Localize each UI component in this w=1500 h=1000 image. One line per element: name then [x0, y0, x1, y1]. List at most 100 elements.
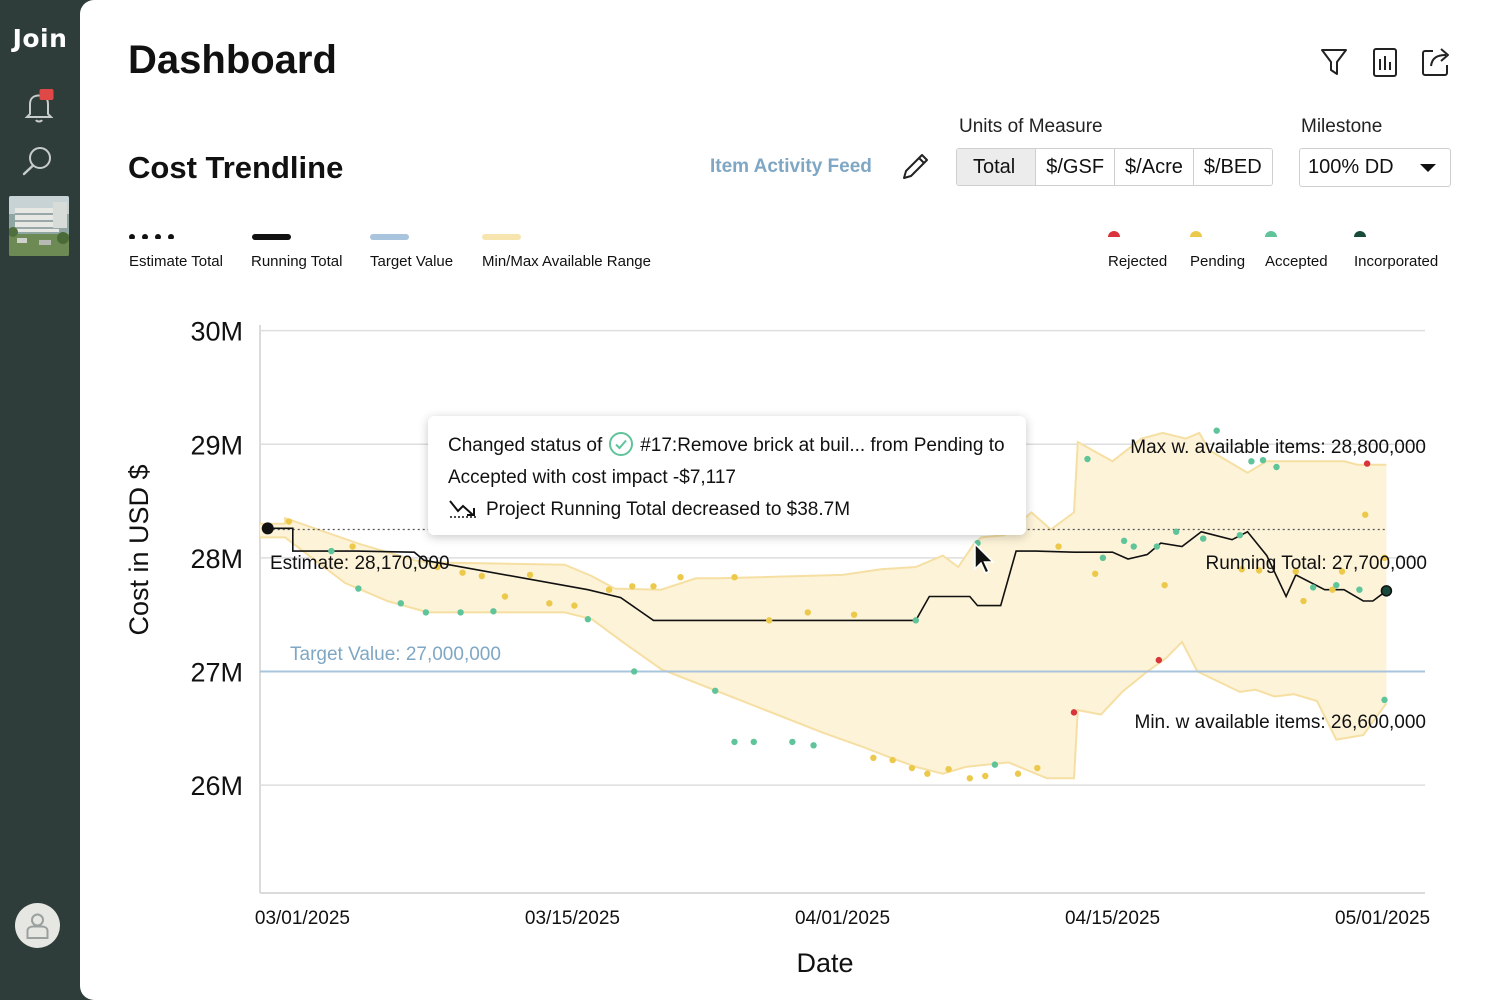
filter-icon[interactable]	[1317, 45, 1351, 79]
accepted-point	[810, 742, 817, 749]
accepted-point	[1130, 543, 1137, 550]
pending-point	[1055, 543, 1062, 550]
item-activity-feed-link[interactable]: Item Activity Feed	[710, 156, 872, 177]
rejected-point	[1070, 709, 1078, 716]
y-tick-label: 29M	[190, 430, 243, 460]
min-max-range-band	[260, 432, 1387, 779]
tooltip-running-total: Project Running Total decreased to $38.7…	[486, 499, 851, 520]
pending-point	[1034, 764, 1041, 772]
accepted-point	[912, 617, 919, 624]
unit-option-gsf[interactable]: $/GSF	[1036, 149, 1116, 185]
tooltip-prefix: Changed status of	[448, 435, 603, 456]
app-logo[interactable]: Join	[12, 24, 68, 53]
pending-point	[966, 775, 974, 782]
section-title: Cost Trendline	[128, 150, 344, 185]
y-tick-label: 26M	[190, 771, 243, 801]
milestone-select[interactable]: 100% DD	[1299, 148, 1451, 187]
accepted-point	[991, 761, 999, 768]
accepted-point	[1259, 456, 1267, 464]
pending-point	[889, 756, 896, 764]
y-tick-label: 30M	[190, 317, 243, 347]
pending-point	[924, 770, 931, 777]
running-total-line	[267, 527, 1387, 622]
pending-point	[945, 765, 952, 773]
x-tick-label: 05/01/2025	[1335, 908, 1430, 929]
pending-point	[1292, 568, 1299, 575]
x-tick-label: 03/15/2025	[525, 908, 620, 929]
accepted-point	[422, 609, 430, 616]
pending-point	[459, 569, 466, 576]
project-thumbnail[interactable]	[9, 196, 69, 256]
tooltip-item: #17:Remove brick at buil... from Pending…	[640, 435, 1005, 456]
x-axis-title: Date	[796, 948, 853, 978]
legend-label: Target Value	[370, 253, 454, 270]
pending-point	[1338, 568, 1346, 575]
accepted-point	[1120, 537, 1128, 545]
unit-option-bed[interactable]: $/BED	[1193, 149, 1272, 185]
pending-point	[1329, 586, 1336, 593]
report-icon[interactable]	[1368, 45, 1402, 79]
accepted-point	[1273, 463, 1280, 471]
pending-point	[850, 611, 858, 618]
cost-trendline-chart[interactable]: 26M 27M 28M 29M 30M 03/01/2025 03/15/2025 04/01…	[80, 0, 1500, 1000]
accepted-point	[490, 608, 497, 615]
pending-point	[650, 583, 657, 590]
accepted-point	[1356, 586, 1363, 593]
edit-pencil-icon[interactable]	[898, 150, 932, 184]
accepted-point	[457, 609, 464, 616]
accepted-point	[1248, 458, 1255, 465]
pending-point	[1381, 554, 1388, 562]
mouse-cursor-icon	[974, 542, 995, 574]
search-icon[interactable]	[20, 141, 58, 179]
accepted-point	[1199, 535, 1207, 542]
max-annotation: Max w. available items: 28,800,000	[1130, 437, 1426, 458]
legend-incorporated-dot	[1354, 231, 1366, 237]
pending-point	[546, 600, 553, 607]
legend-label: Min/Max Available Range	[482, 253, 651, 270]
legend-dotted-swatch	[129, 234, 174, 239]
pending-point	[349, 543, 356, 550]
pending-point	[1091, 570, 1099, 577]
bell-icon[interactable]	[20, 87, 58, 125]
sidebar: Join	[0, 0, 80, 1000]
milestone-value: 100% DD	[1308, 156, 1394, 178]
main-panel: Dashboard Cost Trendline Item Activity F…	[80, 0, 1500, 1000]
accepted-point	[731, 738, 738, 746]
accepted-point	[1236, 531, 1244, 539]
unit-option-total[interactable]: Total	[957, 149, 1037, 185]
units-of-measure-toggle: Total $/GSF $/Acre $/BED	[956, 148, 1273, 186]
legend-pending-dot	[1190, 231, 1202, 237]
legend-label: Incorporated	[1354, 253, 1439, 270]
accepted-point	[630, 668, 638, 675]
legend-target-swatch	[370, 234, 409, 240]
rejected-point	[1363, 460, 1371, 467]
share-icon[interactable]	[1419, 45, 1453, 79]
unit-option-acre[interactable]: $/Acre	[1115, 149, 1194, 185]
tooltip-impact: Accepted with cost impact -$7,117	[448, 467, 736, 488]
pending-point	[677, 573, 684, 581]
activity-tooltip: Changed status of #17:Remove brick at bui…	[428, 416, 1026, 535]
accepted-point	[584, 616, 592, 623]
pending-point	[1161, 581, 1168, 589]
pending-point	[908, 764, 916, 772]
accepted-point	[328, 547, 335, 555]
incorporated-point	[1380, 585, 1393, 597]
legend-rejected-dot	[1108, 231, 1120, 237]
accepted-point	[1153, 543, 1161, 550]
accepted-point	[1172, 528, 1180, 535]
accepted-point	[711, 687, 719, 694]
legend-label: Accepted	[1265, 253, 1328, 270]
pending-point	[982, 772, 989, 780]
accepted-point	[397, 600, 405, 607]
trend-down-icon	[449, 500, 476, 518]
accepted-point	[1213, 427, 1220, 434]
max-range-line	[260, 431, 1387, 591]
pending-point	[1300, 597, 1307, 605]
chevron-down-icon	[1420, 164, 1436, 172]
y-tick-label: 27M	[190, 657, 243, 687]
pending-point	[1238, 566, 1245, 573]
user-avatar[interactable]	[15, 903, 60, 948]
legend-label: Rejected	[1108, 253, 1168, 270]
accepted-point	[1381, 696, 1388, 704]
x-tick-label: 03/01/2025	[255, 908, 350, 929]
